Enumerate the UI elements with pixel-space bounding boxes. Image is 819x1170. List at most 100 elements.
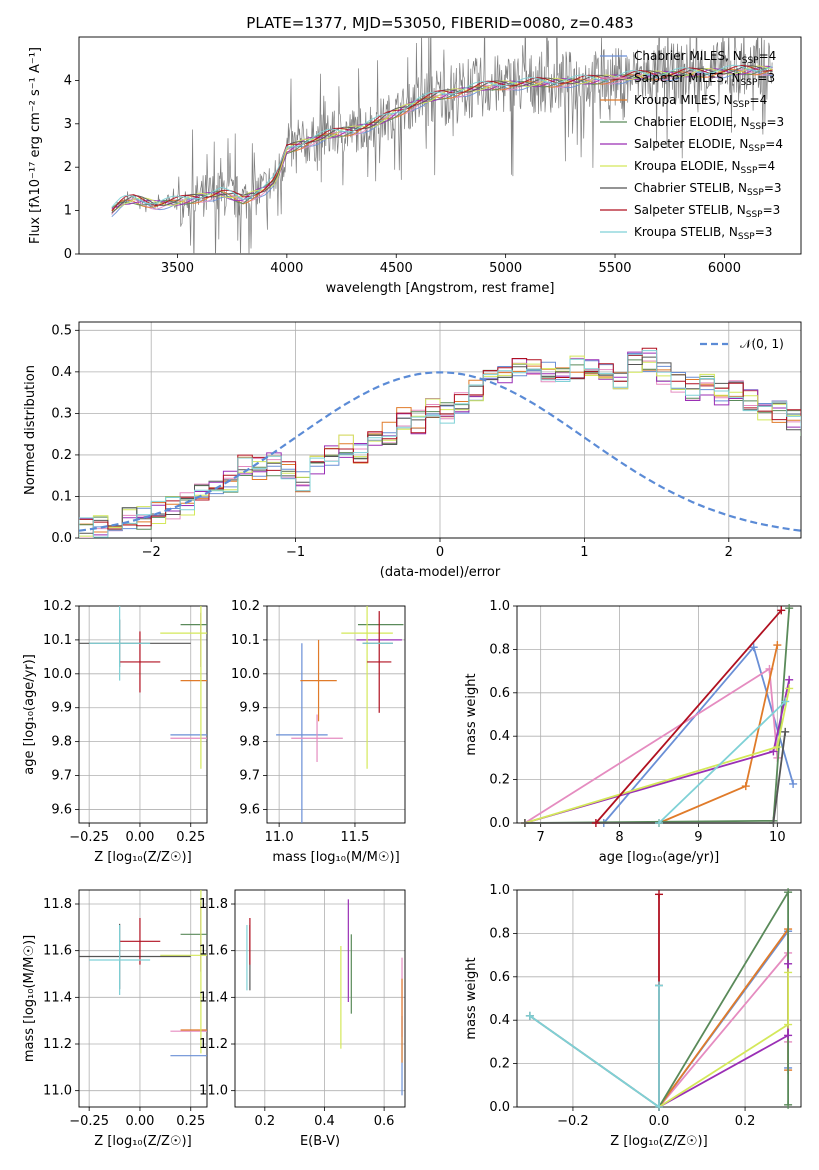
y-tick-label: 0 (64, 247, 72, 262)
x-tick-label: −0.2 (557, 1114, 589, 1129)
series-line (529, 985, 660, 1109)
y-tick-label: 10.2 (43, 599, 72, 614)
x-axis-label: Z [log₁₀(Z/Z☉)] (610, 1134, 707, 1149)
mass-vs-Z-frame (78, 889, 208, 1108)
y-tick-label: 11.2 (43, 1037, 72, 1052)
y-tick-label: 10.1 (231, 633, 260, 648)
age-vs-Z-points (79, 606, 207, 769)
y-tick-label: 10.0 (43, 667, 72, 682)
data-point (276, 643, 328, 823)
spectrum-plot (111, 37, 773, 254)
histogram-step (79, 354, 801, 538)
series-line (524, 679, 791, 824)
legend-entry: Kroupa MILES, NSSP=4 (634, 93, 767, 110)
x-tick-label: −2 (142, 545, 161, 560)
model-line (111, 69, 773, 218)
series-line (595, 609, 782, 824)
y-tick-label: 0.4 (51, 365, 72, 380)
weight-vs-age-frame (516, 605, 802, 824)
legend-entry: Chabrier MILES, NSSP=4 (634, 49, 776, 66)
weight-vs-age-lines (520, 604, 798, 827)
normal-curve (79, 371, 801, 532)
data-point (119, 631, 161, 693)
y-tick-label: 0.0 (51, 531, 72, 546)
model-line (111, 68, 773, 211)
series-line (658, 972, 789, 1108)
series-line (524, 688, 791, 824)
spectrum-axes: 3500 4000 4500 5000 5500 6000 0 1 2 3 4 wavelength … (28, 36, 802, 296)
x-tick-label: 0.0 (649, 1114, 670, 1129)
y-tick-label: 9.6 (239, 802, 260, 817)
x-tick-label: 9 (694, 830, 702, 845)
y-tick-label: 9.7 (239, 769, 260, 784)
x-tick-label: 2 (725, 545, 733, 560)
y-axis-label: age [log₁₀(age/yr)] (22, 654, 37, 775)
x-tick-label: 11.5 (340, 830, 369, 845)
x-tick-label: 7 (537, 830, 545, 845)
model-line (111, 64, 773, 208)
data-point (341, 606, 393, 769)
legend-entry: Salpeter STELIB, NSSP=3 (634, 203, 780, 220)
weight-vs-Z-lines (525, 888, 793, 1111)
series-line (658, 700, 786, 824)
x-tick-label: −0.25 (69, 830, 109, 845)
y-tick-label: 9.9 (51, 701, 72, 716)
x-axis-label: age [log₁₀(age/yr)] (599, 850, 720, 865)
y-tick-label: 11.0 (43, 1084, 72, 1099)
y-tick-label: 11.4 (43, 990, 72, 1005)
x-tick-label: 10 (769, 830, 786, 845)
x-tick-label: 5500 (598, 261, 631, 276)
y-tick-label: 1.0 (489, 599, 510, 614)
y-tick-label: 4 (64, 73, 72, 88)
data-point (89, 925, 151, 995)
x-tick-label: 4000 (270, 261, 303, 276)
y-axis-label: Normed distribution (23, 365, 38, 495)
y-tick-label: 0.1 (51, 489, 72, 504)
series-line (524, 608, 791, 824)
age-vs-Z-axes: −0.25 0.00 0.25 9.6 9.7 9.8 9.9 10.0 10.1 10.2 Z [… (22, 599, 208, 865)
x-tick-label: 8 (615, 830, 623, 845)
x-axis-label: (data-model)/error (380, 565, 501, 580)
residuals-plot (79, 347, 801, 538)
series-line (658, 644, 779, 824)
age-vs-mass-points (276, 606, 404, 823)
data-point (367, 611, 392, 713)
legend-entry: Salpeter MILES, NSSP=3 (634, 71, 775, 88)
x-tick-label: 0.25 (176, 830, 205, 845)
series-line (658, 963, 789, 1108)
y-tick-label: 1.0 (489, 883, 510, 898)
y-tick-label: 1 (64, 204, 72, 219)
legend-normal: 𝒩(0, 1) (740, 337, 784, 351)
histogram-step (79, 353, 801, 538)
y-tick-label: 10.1 (43, 633, 72, 648)
y-tick-label: 9.7 (51, 769, 72, 784)
y-tick-label: 9.6 (51, 802, 72, 817)
y-tick-label: 2 (64, 160, 72, 175)
y-tick-label: 0.6 (489, 686, 510, 701)
y-tick-label: 0.0 (489, 1100, 510, 1115)
x-tick-label: 1 (580, 545, 588, 560)
y-tick-label: 0.8 (489, 926, 510, 941)
weight-vs-Z-axes: −0.2 0.0 0.2 0.0 0.2 0.4 0.6 0.8 1.0 Z [log₁₀(Z/Z… (464, 883, 802, 1149)
legend-entry: Chabrier STELIB, NSSP=3 (634, 181, 782, 198)
x-axis-label: E(B-V) (300, 1134, 340, 1149)
weight-vs-age-axes: 7 8 9 10 0.0 0.2 0.4 0.6 0.8 1.0 age [log₁₀(age/yr… (464, 599, 802, 865)
x-tick-label: 5000 (489, 261, 522, 276)
y-tick-label: 0.4 (489, 729, 510, 744)
x-tick-label: −0.25 (69, 1114, 109, 1129)
x-axis-label: Z [log₁₀(Z/Z☉)] (94, 850, 191, 865)
y-tick-label: 10.0 (231, 667, 260, 682)
x-axis-label: wavelength [Angstrom, rest frame] (326, 281, 555, 296)
spectrum-legend: Chabrier MILES, NSSP=4 Salpeter MILES, NS… (600, 49, 784, 242)
series-line (529, 985, 660, 1109)
y-tick-label: 0.2 (51, 448, 72, 463)
age-vs-mass-axes: 11.0 11.5 9.6 9.7 9.8 9.9 10.0 10.1 10.2 mass [lo… (231, 599, 406, 865)
x-tick-label: 11.0 (265, 830, 294, 845)
x-axis-label: Z [log₁₀(Z/Z☉)] (94, 1134, 191, 1149)
y-axis-label: Flux [fλ10⁻¹⁷ erg cm⁻² s⁻¹ A⁻¹] (28, 47, 43, 244)
series-line (658, 888, 789, 1108)
model-line (111, 69, 773, 215)
series-line (658, 926, 789, 1108)
y-tick-label: 0.8 (489, 642, 510, 657)
y-tick-label: 0.0 (489, 816, 510, 831)
